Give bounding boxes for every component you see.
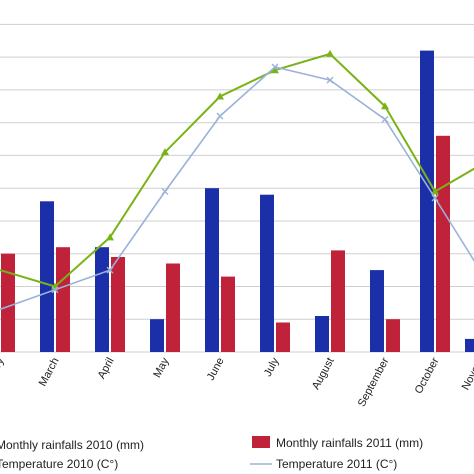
line-temp-2010 — [0, 52, 474, 288]
bar-rain-2011-february — [1, 253, 15, 352]
x-tick-label: July — [262, 355, 282, 378]
x-tick-label: ry — [0, 355, 7, 369]
point-temp-2010-july — [271, 66, 279, 74]
x-tick-label: August — [310, 356, 337, 392]
point-temp-2011-august — [326, 76, 334, 84]
x-tick-label: April — [96, 356, 117, 381]
x-tick-label: Novem — [460, 356, 474, 392]
bar-rain-2010-july — [260, 194, 274, 352]
point-temp-2011-october — [431, 194, 439, 202]
bar-rain-2010-march — [40, 201, 54, 352]
bar-rain-2010-april — [95, 247, 109, 352]
x-tick-label: June — [205, 356, 227, 383]
point-temp-2011-june — [216, 112, 224, 120]
x-tick-label: September — [356, 355, 392, 408]
series-lines — [0, 49, 474, 311]
point-temp-2011-september — [381, 115, 389, 123]
legend-label-rain-2010: Monthly rainfalls 2010 (mm) — [0, 438, 144, 452]
bar-rain-2011-july — [276, 322, 290, 352]
point-temp-2011-march — [51, 286, 59, 294]
bar-rain-2011-august — [331, 250, 345, 352]
point-temp-2010-september — [381, 102, 389, 110]
point-temp-2010-may — [161, 148, 169, 156]
point-temp-2010-april — [106, 233, 114, 241]
x-tick-label: May — [151, 355, 172, 379]
bar-rain-2011-march — [56, 247, 70, 352]
line-temp-2011 — [0, 66, 474, 311]
bar-rain-2011-june — [221, 276, 235, 352]
legend-label-temp-2010: Temperature 2010 (C°) — [0, 457, 118, 471]
point-temp-2011-may — [161, 187, 169, 195]
bars — [1, 50, 474, 352]
x-tick-label: October — [413, 355, 442, 395]
bar-rain-2011-may — [166, 263, 180, 352]
bar-rain-2010-november — [465, 338, 474, 352]
point-temp-2010-august — [326, 49, 334, 57]
bar-rain-2011-october — [436, 135, 450, 352]
bar-rain-2011-september — [386, 319, 400, 352]
gridlines — [0, 23, 474, 353]
bar-rain-2010-august — [315, 316, 329, 352]
legend: Monthly rainfalls 2010 (mm) Monthly rain… — [0, 436, 423, 471]
bar-rain-2010-may — [150, 319, 164, 352]
point-temp-2011-july — [271, 63, 279, 71]
bar-rain-2011-april — [111, 257, 125, 352]
x-tick-label: March — [37, 356, 62, 389]
bar-rain-2010-september — [370, 270, 384, 352]
bar-rain-2010-october — [420, 50, 434, 352]
legend-label-temp-2011: Temperature 2011 (C°) — [276, 457, 397, 471]
legend-swatch-rain-2011 — [252, 436, 270, 448]
point-temp-2011-april — [106, 266, 114, 274]
bar-rain-2010-june — [205, 188, 219, 352]
legend-label-rain-2011: Monthly rainfalls 2011 (mm) — [276, 436, 423, 450]
x-tick-labels: ry March April May June July August September Oc… — [0, 355, 474, 409]
point-temp-2010-june — [216, 92, 224, 100]
point-temp-2010-october — [431, 187, 439, 195]
